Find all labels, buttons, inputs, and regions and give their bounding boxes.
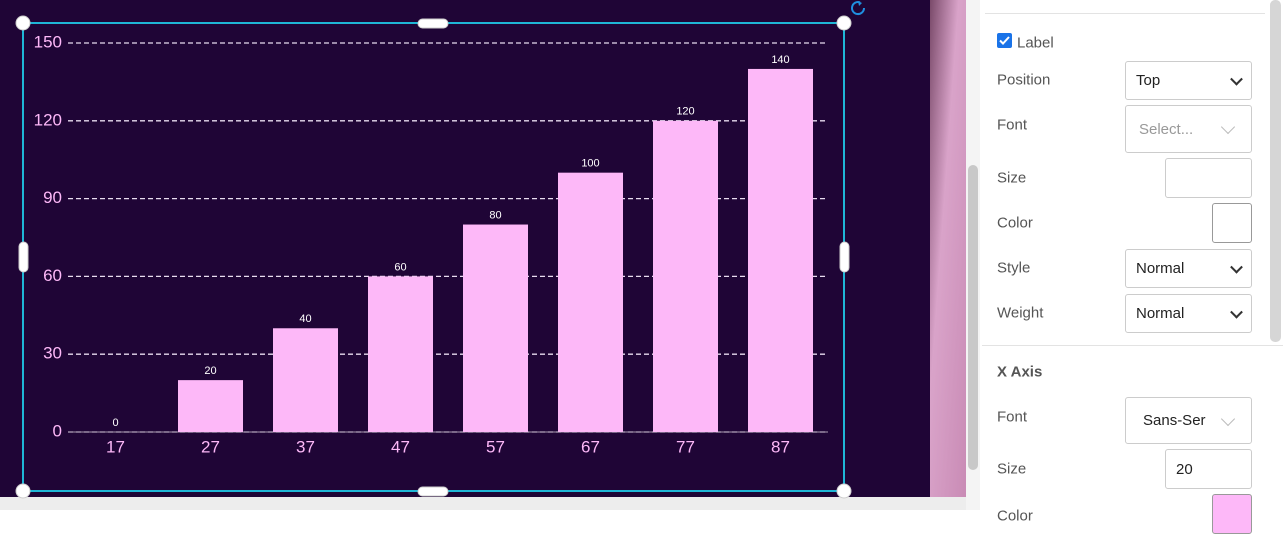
label-checkbox[interactable]: [997, 33, 1012, 48]
field-label: Weight: [997, 304, 1044, 322]
settings-panel: Label Position Top Font Select... Size C…: [982, 0, 1283, 534]
x-tick-label: 37: [296, 437, 315, 456]
y-tick-label: 60: [43, 266, 62, 285]
resize-handle[interactable]: [15, 15, 31, 31]
field-label: Font: [997, 116, 1028, 134]
x-color-swatch[interactable]: [1212, 494, 1252, 534]
field-label: Font: [997, 408, 1028, 426]
data-label: 60: [394, 261, 406, 273]
bar: [558, 172, 623, 432]
field-label: Color: [997, 214, 1033, 232]
input-value: 20: [1176, 460, 1193, 478]
data-label: 140: [771, 54, 789, 66]
style-select[interactable]: Normal: [1125, 249, 1252, 288]
bar: [368, 276, 433, 432]
x-font-select[interactable]: Sans-Ser: [1125, 397, 1252, 444]
bar: [653, 120, 718, 433]
scrollbar-thumb[interactable]: [968, 165, 978, 470]
resize-handle[interactable]: [839, 241, 850, 273]
rotate-handle-arrow: [858, 1, 862, 6]
x-tick-label: 17: [106, 437, 125, 456]
rotate-handle[interactable]: [851, 1, 866, 16]
check-icon: [999, 36, 1010, 45]
canvas-margin: [0, 497, 966, 510]
resize-handle[interactable]: [836, 483, 852, 499]
divider: [985, 13, 1265, 14]
background-photo: [930, 0, 966, 497]
data-label: 0: [112, 417, 118, 429]
panel-scrollbar[interactable]: [1270, 0, 1281, 342]
x-tick-label: 77: [676, 437, 695, 456]
field-label: Size: [997, 460, 1027, 478]
bar: [463, 224, 528, 432]
x-tick-label: 57: [486, 437, 505, 456]
field-label: Size: [997, 169, 1027, 187]
weight-select[interactable]: Normal: [1125, 294, 1252, 333]
data-label: 100: [581, 158, 599, 170]
field-label: Color: [997, 507, 1033, 525]
y-tick-label: 30: [43, 344, 62, 363]
resize-handle[interactable]: [18, 241, 29, 273]
x-tick-label: 47: [391, 437, 410, 456]
bar: [273, 328, 338, 432]
select-value: Normal: [1136, 305, 1185, 322]
bar: [748, 68, 813, 432]
size-input[interactable]: [1165, 158, 1252, 198]
divider: [982, 345, 1283, 346]
select-value: Sans-Ser: [1143, 412, 1206, 429]
resize-handle[interactable]: [15, 483, 31, 499]
data-label: 120: [676, 106, 694, 118]
bar: [178, 380, 243, 432]
selection: [15, 1, 866, 499]
y-tick-label: 0: [53, 421, 62, 440]
color-swatch[interactable]: [1212, 203, 1252, 243]
field-label: Position: [997, 71, 1051, 89]
x-tick-label: 67: [581, 437, 600, 456]
chart-canvas: 0 30 60 90 120 150 17 0 27 20 37 40 47 60 57 80 67 100 77 1…: [0, 0, 980, 510]
select-placeholder: Select...: [1139, 120, 1194, 138]
data-label: 80: [489, 209, 501, 221]
select-value: Top: [1136, 72, 1161, 89]
position-select[interactable]: Top: [1125, 61, 1252, 100]
y-tick-label: 120: [34, 110, 62, 129]
resize-handle[interactable]: [836, 15, 852, 31]
resize-handle[interactable]: [417, 486, 449, 497]
y-tick-label: 90: [43, 188, 62, 207]
x-size-input[interactable]: 20: [1165, 449, 1252, 489]
data-label: 40: [299, 313, 311, 325]
field-label: Style: [997, 259, 1031, 277]
checkbox-label: Label: [1017, 34, 1054, 52]
x-tick-label: 87: [771, 437, 790, 456]
resize-handle[interactable]: [417, 18, 449, 29]
section-header: X Axis: [997, 363, 1043, 381]
select-value: Normal: [1136, 260, 1185, 277]
y-tick-label: 150: [34, 32, 62, 51]
font-select[interactable]: Select...: [1125, 105, 1252, 153]
data-label: 20: [204, 365, 216, 377]
x-tick-label: 27: [201, 437, 220, 456]
